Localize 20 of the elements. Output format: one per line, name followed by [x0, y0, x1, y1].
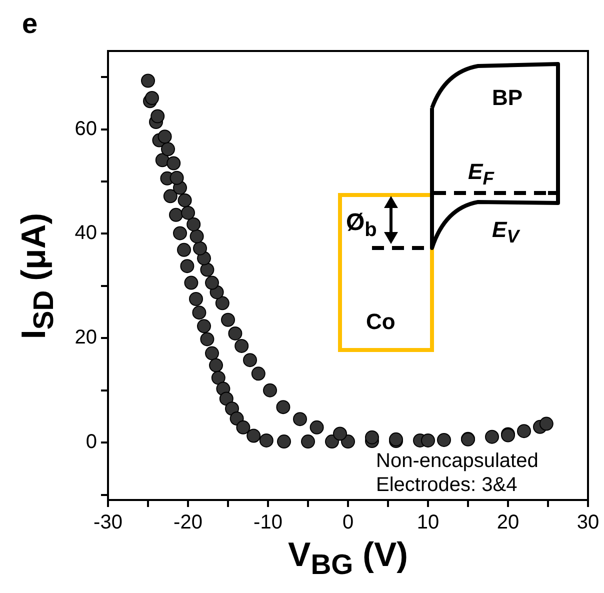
chart-title: e: [22, 8, 38, 40]
x-axis-title: V$_{BG}$ (V): [287, 536, 409, 582]
annotation: E$_{V}$: [492, 217, 519, 247]
y-tick-label: 0: [86, 431, 97, 454]
x-tick-label: 0: [342, 512, 354, 534]
x-tick-label: 10: [416, 512, 440, 534]
annotation: Electrodes: 3&4: [376, 474, 518, 496]
x-tick-label: -30: [94, 512, 122, 534]
x-tick-label: -10: [254, 512, 282, 534]
x-tick-label: 30: [576, 512, 600, 534]
y-tick-label: 60: [74, 118, 97, 140]
x-tick-label: 20: [496, 512, 520, 534]
annotation: Co: [366, 309, 396, 334]
annotation: Ø$_{b}$: [346, 209, 377, 241]
y-tick-label: 20: [74, 326, 97, 349]
x-tick-label: -20: [174, 512, 202, 534]
y-tick-label: 40: [74, 222, 97, 244]
annotation: BP: [492, 85, 523, 110]
annotation: E$_{F}$: [468, 159, 494, 189]
annotation: Non-encapsulated: [376, 450, 538, 472]
